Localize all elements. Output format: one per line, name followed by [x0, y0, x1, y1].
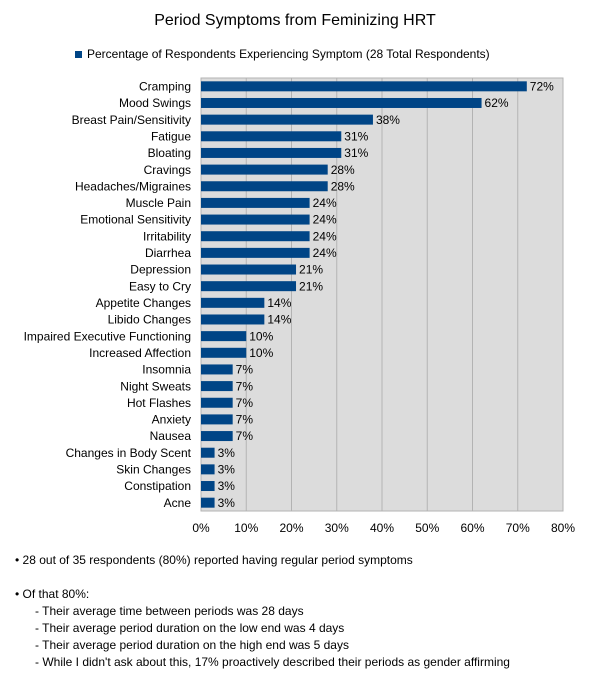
bar	[201, 414, 233, 425]
x-tick-label: 60%	[460, 521, 484, 535]
y-tick-label: Muscle Pain	[126, 196, 191, 210]
y-tick-label: Hot Flashes	[127, 396, 191, 410]
x-tick-label: 20%	[279, 521, 303, 535]
x-tick-label: 70%	[506, 521, 530, 535]
y-tick-label: Anxiety	[152, 413, 191, 427]
value-label: 24%	[313, 213, 337, 227]
chart-title: Period Symptoms from Feminizing HRT	[154, 12, 436, 29]
y-tick-label: Easy to Cry	[129, 279, 191, 293]
y-tick-label: Breast Pain/Sensitivity	[72, 113, 191, 127]
bar	[201, 231, 310, 242]
bar	[201, 247, 310, 258]
x-tick-label: 80%	[551, 521, 575, 535]
bar	[201, 197, 310, 208]
x-tick-label: 50%	[415, 521, 439, 535]
bar	[201, 97, 482, 108]
value-label: 21%	[299, 263, 323, 277]
note-item: - While I didn't ask about this, 17% pro…	[35, 655, 510, 669]
value-label: 3%	[218, 463, 236, 477]
y-tick-label: Cravings	[144, 163, 191, 177]
note-item: - Their average time between periods was…	[35, 604, 304, 618]
note-item: - Their average period duration on the h…	[35, 638, 349, 652]
bar	[201, 81, 527, 92]
value-label: 7%	[236, 396, 254, 410]
y-tick-label: Nausea	[150, 429, 192, 443]
value-label: 24%	[313, 196, 337, 210]
y-tick-label: Appetite Changes	[96, 296, 191, 310]
legend-label: Percentage of Respondents Experiencing S…	[87, 47, 490, 61]
y-tick-label: Irritability	[143, 229, 191, 243]
note-item: - Their average period duration on the l…	[35, 621, 344, 635]
y-tick-label: Increased Affection	[89, 346, 191, 360]
bar	[201, 481, 215, 492]
legend-swatch	[75, 51, 82, 58]
x-tick-label: 30%	[325, 521, 349, 535]
plot-border	[200, 77, 564, 512]
value-label: 14%	[267, 313, 291, 327]
value-label: 21%	[299, 279, 323, 293]
bar	[201, 364, 233, 375]
bar	[201, 497, 215, 508]
bar	[201, 331, 247, 342]
bar	[201, 431, 233, 442]
bar	[201, 381, 233, 392]
bar	[201, 264, 297, 275]
bar	[201, 131, 342, 142]
x-tick-label: 10%	[234, 521, 258, 535]
y-tick-label: Libido Changes	[108, 313, 191, 327]
bar	[201, 397, 233, 408]
y-tick-label: Night Sweats	[120, 379, 191, 393]
bar	[201, 347, 247, 358]
y-tick-label: Impaired Executive Functioning	[24, 329, 191, 343]
bar	[201, 147, 342, 158]
bar	[201, 181, 328, 192]
x-tick-label: 40%	[370, 521, 394, 535]
value-label: 62%	[485, 96, 509, 110]
value-label: 28%	[331, 179, 355, 193]
note: • Of that 80%:	[15, 587, 89, 601]
value-label: 24%	[313, 229, 337, 243]
value-label: 38%	[376, 113, 400, 127]
y-tick-label: Cramping	[139, 79, 191, 93]
note: • 28 out of 35 respondents (80%) reporte…	[15, 553, 413, 567]
y-tick-label: Fatigue	[151, 129, 191, 143]
bar	[201, 164, 328, 175]
y-tick-label: Acne	[164, 496, 192, 510]
bar	[201, 214, 310, 225]
value-label: 31%	[344, 129, 368, 143]
bar	[201, 314, 265, 325]
y-tick-label: Headaches/Migraines	[75, 179, 191, 193]
value-label: 7%	[236, 413, 254, 427]
value-label: 3%	[218, 446, 236, 460]
y-tick-label: Mood Swings	[119, 96, 191, 110]
value-label: 14%	[267, 296, 291, 310]
y-tick-label: Emotional Sensitivity	[80, 213, 191, 227]
y-tick-label: Constipation	[124, 479, 191, 493]
value-label: 24%	[313, 246, 337, 260]
value-label: 7%	[236, 379, 254, 393]
x-tick-label: 0%	[192, 521, 210, 535]
value-label: 3%	[218, 479, 236, 493]
bar	[201, 281, 297, 292]
bar	[201, 297, 265, 308]
value-label: 7%	[236, 363, 254, 377]
value-label: 10%	[249, 346, 273, 360]
bar	[201, 464, 215, 475]
y-tick-label: Skin Changes	[116, 463, 191, 477]
bar	[201, 447, 215, 458]
y-tick-label: Bloating	[148, 146, 191, 160]
y-tick-label: Diarrhea	[145, 246, 191, 260]
value-label: 10%	[249, 329, 273, 343]
bar	[201, 114, 373, 125]
y-tick-label: Depression	[130, 263, 191, 277]
value-label: 3%	[218, 496, 236, 510]
value-label: 28%	[331, 163, 355, 177]
value-label: 31%	[344, 146, 368, 160]
value-label: 7%	[236, 429, 254, 443]
value-label: 72%	[530, 79, 554, 93]
y-tick-label: Changes in Body Scent	[66, 446, 192, 460]
y-tick-label: Insomnia	[142, 363, 191, 377]
